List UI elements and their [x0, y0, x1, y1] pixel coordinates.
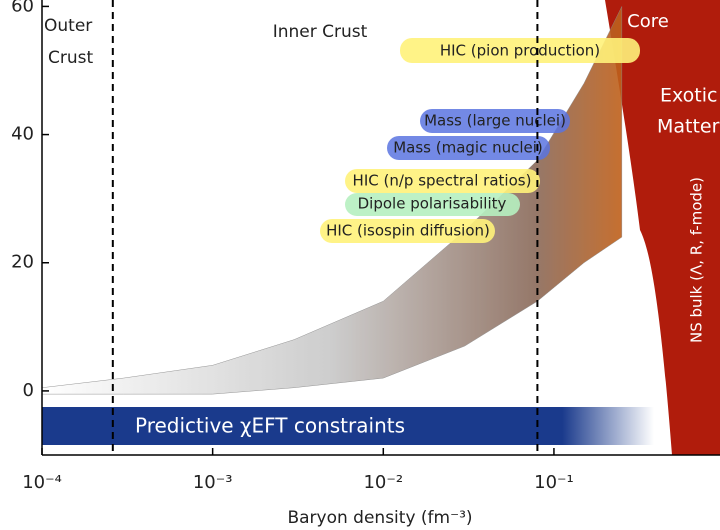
region-label: Exotic — [660, 85, 717, 107]
y-tick-label: 0 — [23, 380, 34, 401]
annotation: HIC (pion production) — [440, 42, 600, 60]
pill — [345, 193, 520, 216]
x-tick-label: 10⁻² — [363, 472, 403, 493]
pill — [320, 219, 495, 243]
y-tick-label: 40 — [11, 124, 34, 145]
x-tick-label: 10⁻³ — [193, 472, 233, 493]
region-label: Outer — [44, 16, 92, 36]
pill — [387, 136, 550, 160]
x-tick-label: 10⁻⁴ — [22, 472, 62, 493]
region-label: Crust — [48, 48, 93, 68]
band — [42, 6, 623, 395]
annotation: Predictive χEFT constraints — [135, 414, 405, 438]
core-region — [605, 0, 720, 455]
constraint-labels — [320, 38, 640, 243]
region-label: Matter — [657, 116, 720, 138]
y-tick-label: 60 — [11, 0, 34, 16]
plot-area — [42, 0, 720, 455]
pill — [420, 109, 570, 133]
eft-bar — [42, 407, 654, 445]
annotation: Mass (magic nuclei) — [393, 139, 543, 157]
pill — [345, 169, 540, 193]
annotation: Dipole polarisability — [358, 195, 507, 213]
annotation: HIC (isospin diffusion) — [326, 222, 490, 240]
x-axis-label: Baryon density (fm⁻³) — [287, 508, 472, 528]
annotation: HIC (n/p spectral ratios) — [353, 172, 532, 190]
annotation: NS bulk (Λ, R, f-mode) — [688, 177, 706, 343]
annotation: Mass (large nuclei) — [424, 112, 566, 130]
x-tick-label: 10⁻¹ — [534, 472, 574, 493]
region-label: Core — [627, 11, 669, 32]
y-tick-label: 20 — [11, 252, 34, 273]
region-label: Inner Crust — [273, 22, 368, 42]
pill — [400, 38, 640, 63]
